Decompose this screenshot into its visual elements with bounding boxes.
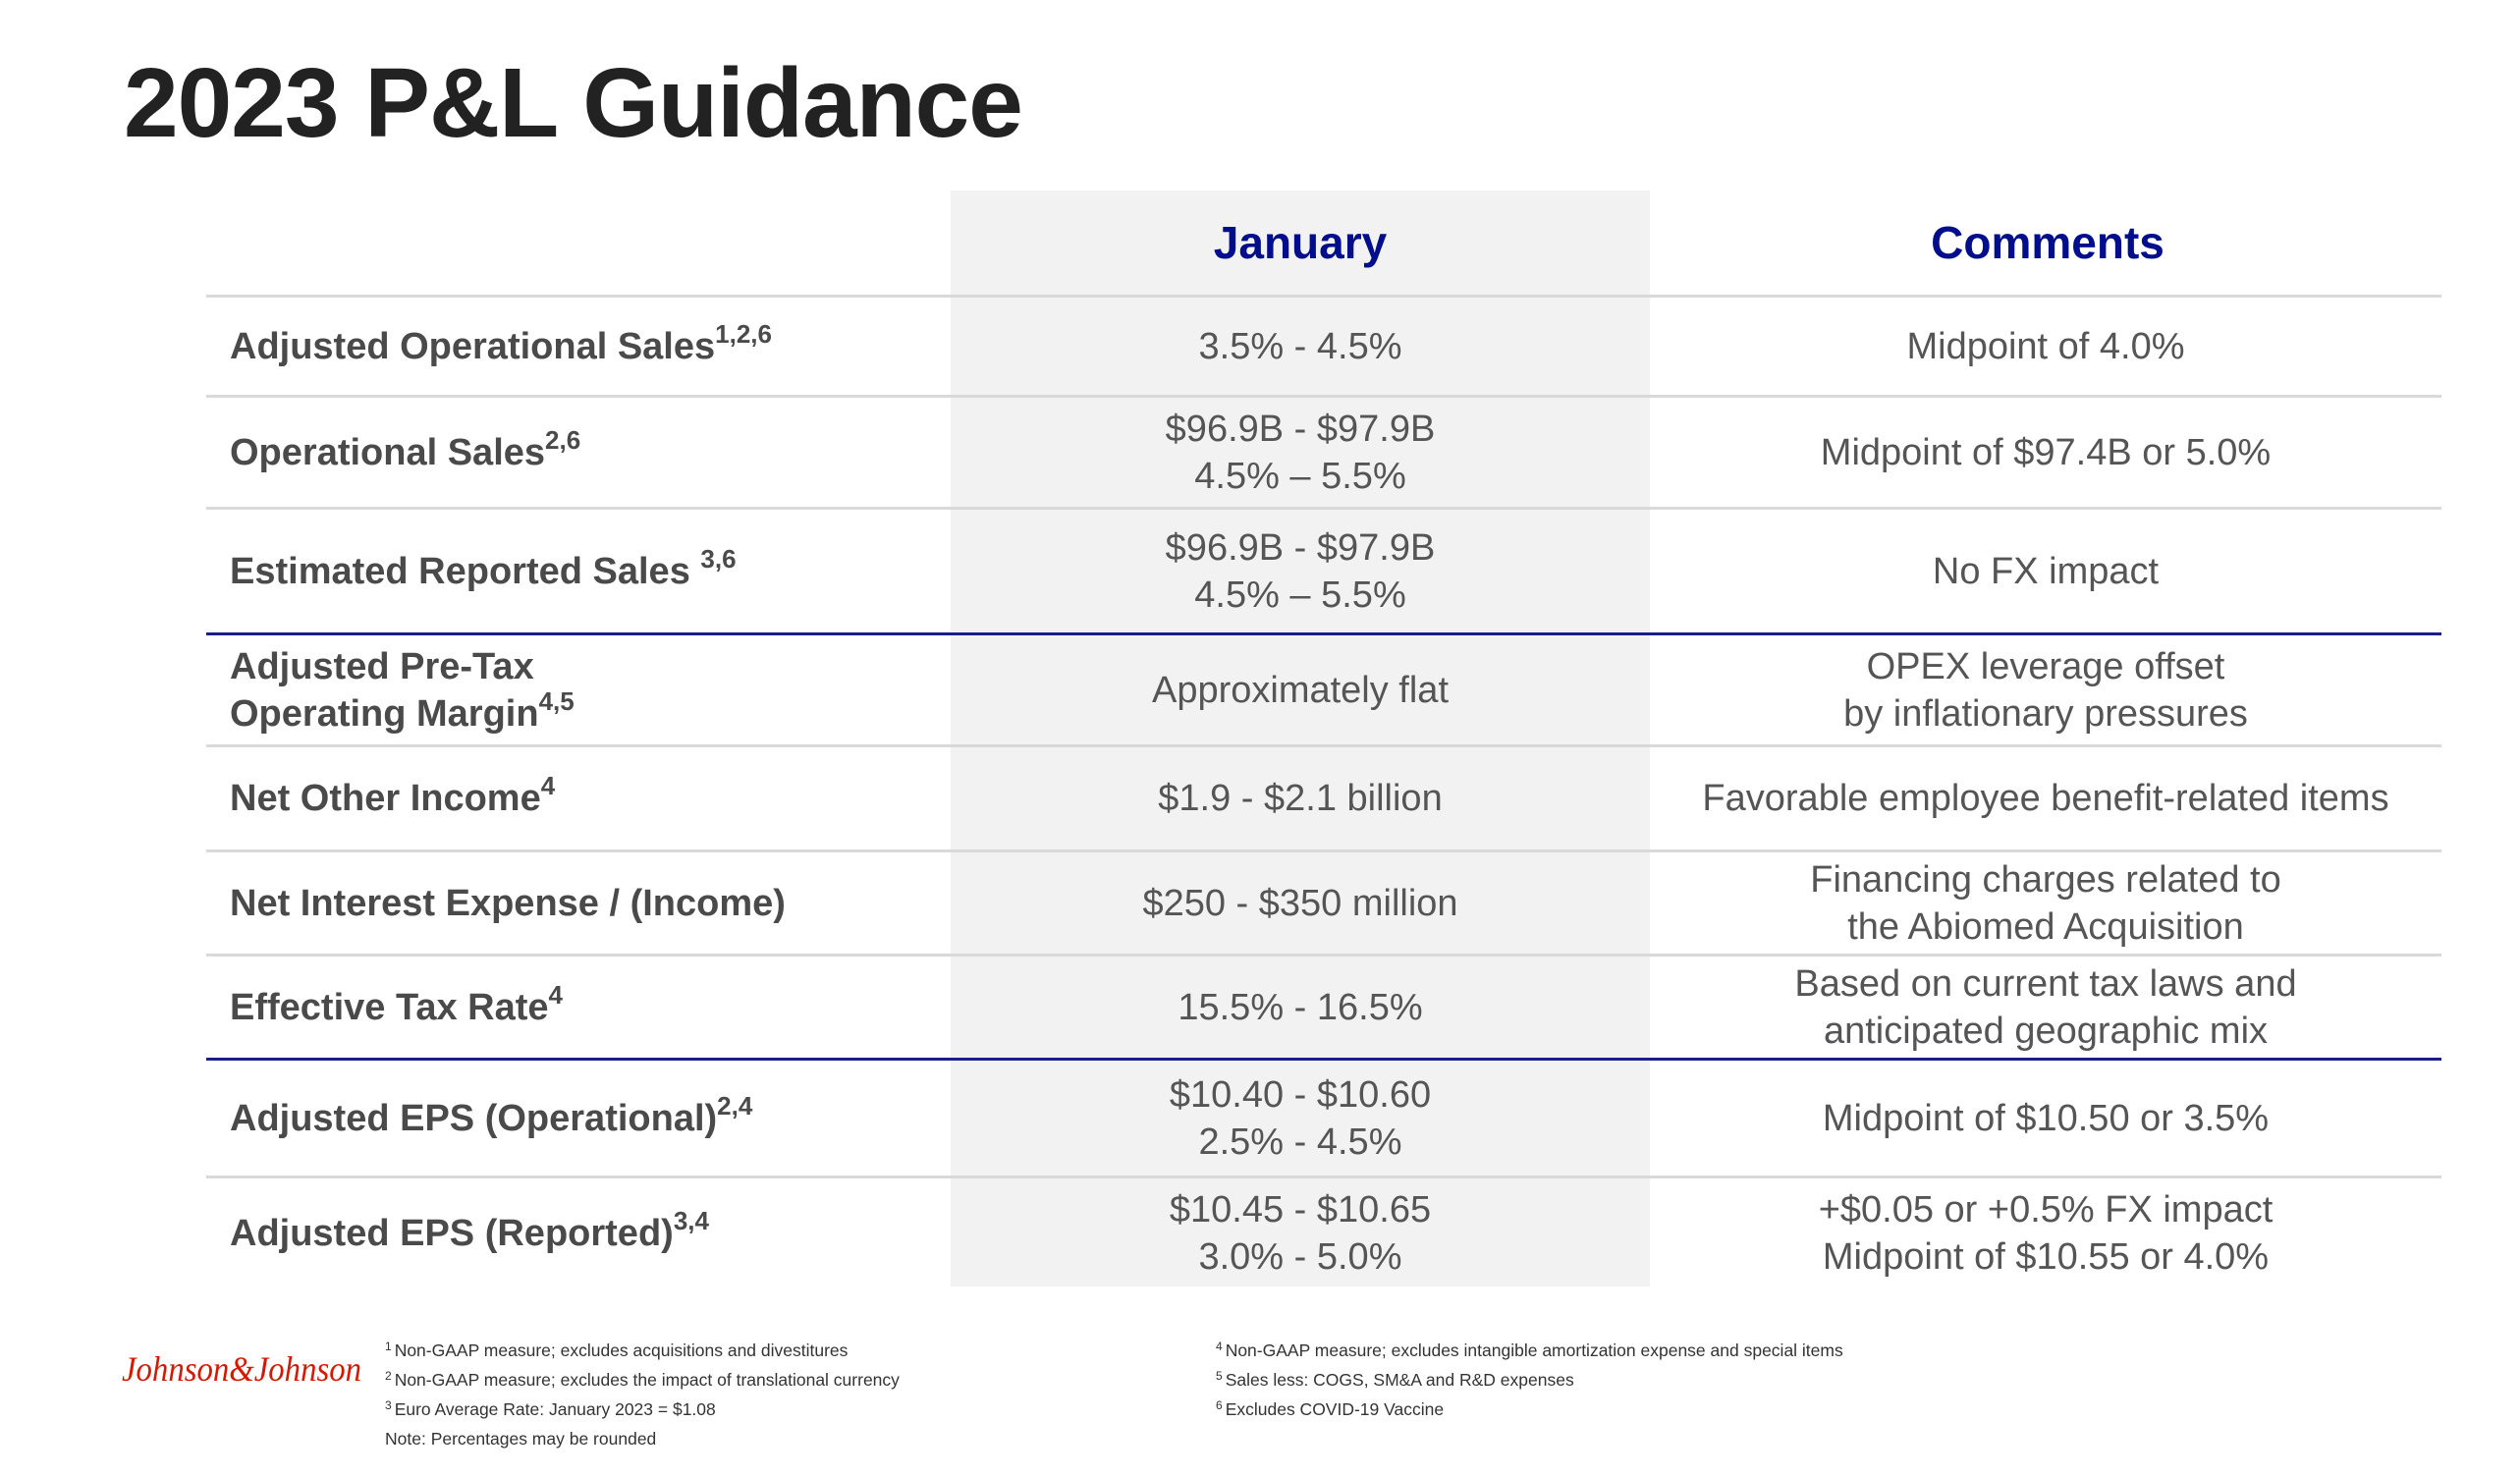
row-label: Net Interest Expense / (Income) bbox=[230, 882, 786, 924]
row-label: Adjusted EPS (Operational)2,4 bbox=[230, 1090, 753, 1139]
row-january-value: $10.40 - $10.60 2.5% - 4.5% bbox=[1169, 1073, 1432, 1163]
row-january-value: $96.9B - $97.9B 4.5% – 5.5% bbox=[1165, 408, 1436, 497]
table-row: Adjusted Pre-Tax Operating Margin4,5 App… bbox=[206, 632, 2441, 744]
row-comment: Financing charges related to the Abiomed… bbox=[1810, 858, 2281, 948]
row-comment: +$0.05 or +0.5% FX impact Midpoint of $1… bbox=[1818, 1189, 2273, 1278]
johnson-and-johnson-logo: Johnson&Johnson bbox=[122, 1349, 361, 1389]
row-label: Adjusted Pre-Tax Operating Margin4,5 bbox=[230, 645, 575, 735]
row-january-value: 3.5% - 4.5% bbox=[1198, 325, 1402, 367]
table-row: Operational Sales2,6 $96.9B - $97.9B 4.5… bbox=[206, 395, 2441, 507]
footnote: 4 Non-GAAP measure; excludes intangible a… bbox=[1216, 1340, 1843, 1360]
row-january-value: $10.45 - $10.65 3.0% - 5.0% bbox=[1169, 1189, 1432, 1278]
row-label: Effective Tax Rate4 bbox=[230, 979, 564, 1028]
footnote-note: Note: Percentages may be rounded bbox=[385, 1429, 657, 1449]
page-title: 2023 P&L Guidance bbox=[124, 48, 1023, 158]
footnote: 2 Non-GAAP measure; excludes the impact o… bbox=[385, 1369, 900, 1390]
table-row: Net Interest Expense / (Income) $250 - $… bbox=[206, 849, 2441, 954]
footnote: 3 Euro Average Rate: January 2023 = $1.08 bbox=[385, 1398, 716, 1419]
table-row: Adjusted EPS (Operational)2,4 $10.40 - $… bbox=[206, 1058, 2441, 1176]
footnotes-right: 4 Non-GAAP measure; excludes intangible a… bbox=[1216, 1336, 1843, 1424]
row-label: Estimated Reported Sales 3,6 bbox=[230, 543, 737, 592]
table-row: Effective Tax Rate4 15.5% - 16.5% Based … bbox=[206, 954, 2441, 1058]
footnote: 1 Non-GAAP measure; excludes acquisitions… bbox=[385, 1340, 849, 1360]
header-comments: Comments bbox=[1931, 217, 2164, 268]
row-comment: OPEX leverage offset by inflationary pre… bbox=[1843, 645, 2248, 735]
footnotes-left: 1 Non-GAAP measure; excludes acquisitions… bbox=[385, 1336, 900, 1453]
guidance-table: Adjusted Operational Sales1,2,6 3.5% - 4… bbox=[206, 295, 2441, 1288]
table-row: Net Other Income4 $1.9 - $2.1 billion Fa… bbox=[206, 744, 2441, 849]
row-comment: Favorable employee benefit-related items bbox=[1702, 778, 2389, 819]
header-january: January bbox=[1213, 217, 1388, 268]
table-row: Adjusted EPS (Reported)3,4 $10.45 - $10.… bbox=[206, 1176, 2441, 1288]
row-january-value: $1.9 - $2.1 billion bbox=[1158, 778, 1443, 819]
row-comment: Midpoint of $10.50 or 3.5% bbox=[1822, 1097, 2270, 1139]
row-label: Operational Sales2,6 bbox=[230, 424, 581, 473]
row-label: Adjusted Operational Sales1,2,6 bbox=[230, 318, 772, 367]
row-january-value: 15.5% - 16.5% bbox=[1178, 986, 1423, 1028]
footnote: 6 Excludes COVID-19 Vaccine bbox=[1216, 1398, 1445, 1419]
row-january-value: Approximately flat bbox=[1151, 669, 1449, 711]
row-comment: Based on current tax laws and anticipate… bbox=[1794, 962, 2297, 1052]
january-column-background bbox=[951, 191, 1650, 1286]
footnote: 5 Sales less: COGS, SM&A and R&D expenses bbox=[1216, 1369, 1574, 1390]
row-label: Adjusted EPS (Reported)3,4 bbox=[230, 1206, 709, 1254]
svg-text:Johnson&Johnson: Johnson&Johnson bbox=[122, 1349, 361, 1389]
table-row: Estimated Reported Sales 3,6 $96.9B - $9… bbox=[206, 507, 2441, 632]
row-january-value: $96.9B - $97.9B 4.5% – 5.5% bbox=[1165, 526, 1436, 616]
row-comment: No FX impact bbox=[1932, 550, 2160, 592]
row-label: Net Other Income4 bbox=[230, 771, 556, 819]
row-comment: Midpoint of $97.4B or 5.0% bbox=[1820, 431, 2272, 473]
table-row: Adjusted Operational Sales1,2,6 3.5% - 4… bbox=[206, 295, 2441, 395]
row-comment: Midpoint of 4.0% bbox=[1906, 325, 2185, 367]
row-january-value: $250 - $350 million bbox=[1142, 882, 1458, 924]
